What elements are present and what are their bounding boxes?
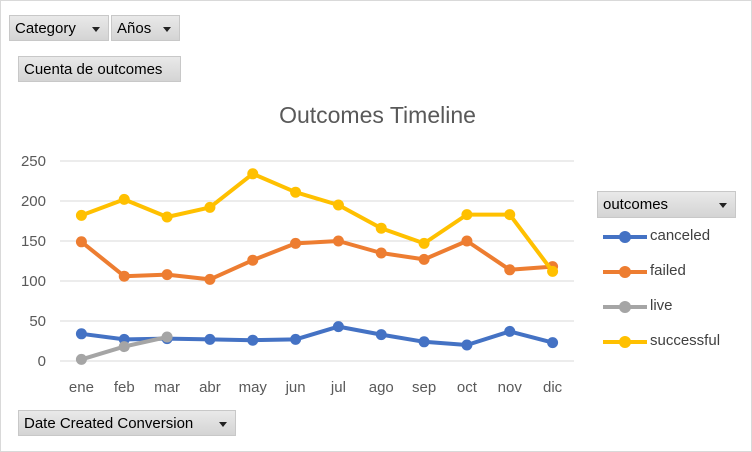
y-tick-label: 150 [21,233,46,250]
years-filter-label: Años [117,20,152,37]
category-filter-button[interactable]: Category [9,15,109,41]
legend-swatch [603,231,647,243]
x-tick-label: mar [154,379,180,396]
legend-label: successful [650,332,721,349]
x-tick-label: nov [498,379,523,396]
x-tick-label: ene [69,379,94,396]
data-point-failed [204,273,216,285]
x-tick-label: jun [285,379,306,396]
data-point-canceled [332,321,344,333]
y-tick-label: 0 [38,353,46,370]
measure-field-label: Cuenta de outcomes [24,61,163,78]
data-point-canceled [247,334,259,346]
x-tick-label: oct [457,379,478,396]
data-point-successful [332,199,344,211]
data-point-failed [461,235,473,247]
data-point-successful [547,265,559,277]
x-tick-label: sep [412,379,436,396]
x-tick-label: may [239,379,268,396]
dropdown-arrow-icon [163,27,171,32]
y-tick-label: 250 [21,153,46,170]
legend-swatch [603,301,647,313]
data-point-successful [504,209,516,221]
data-point-successful [204,201,216,213]
x-tick-label: dic [543,379,563,396]
data-point-failed [247,254,259,266]
data-point-successful [461,209,473,221]
x-tick-label: abr [199,379,221,396]
y-tick-label: 200 [21,193,46,210]
data-point-successful [418,237,430,249]
legend-swatch [603,266,647,278]
legend-label: live [650,297,673,314]
data-point-failed [75,236,87,248]
series-line-successful [79,171,555,274]
dropdown-arrow-icon [219,422,227,427]
data-point-live [161,331,173,343]
dropdown-arrow-icon [719,203,727,208]
data-point-failed [504,264,516,276]
chart-title: Outcomes Timeline [279,102,476,128]
category-filter-label: Category [15,20,76,37]
data-point-canceled [75,328,87,340]
data-point-canceled [290,333,302,345]
data-point-successful [118,193,130,205]
axis-field-label: Date Created Conversion [24,415,194,432]
x-tick-label: ago [369,379,394,396]
legend-field-label: outcomes [603,196,669,213]
data-point-successful [375,222,387,234]
y-tick-label: 50 [29,313,46,330]
data-point-live [75,353,87,365]
data-point-canceled [418,336,430,348]
axis-field-button[interactable]: Date Created Conversion [18,410,236,436]
data-point-failed [290,237,302,249]
data-point-live [118,341,130,353]
data-point-canceled [375,329,387,341]
legend-swatch [603,336,647,348]
data-point-failed [332,235,344,247]
legend-field-button[interactable]: outcomes [597,191,736,218]
data-point-failed [375,247,387,259]
data-point-canceled [461,339,473,351]
data-point-canceled [204,333,216,345]
data-point-canceled [547,337,559,349]
dropdown-arrow-icon [92,27,100,32]
data-point-successful [247,168,259,180]
legend-label: canceled [650,227,711,244]
x-tick-label: feb [114,379,135,396]
years-filter-button[interactable]: Años [111,15,180,41]
data-point-successful [75,209,87,221]
legend-label: failed [650,262,686,279]
x-tick-label: jul [330,379,346,396]
measure-field-button[interactable]: Cuenta de outcomes [18,56,181,82]
data-point-successful [161,211,173,223]
data-point-successful [290,186,302,198]
data-point-failed [418,253,430,265]
data-point-failed [118,270,130,282]
data-point-failed [161,269,173,281]
y-tick-label: 100 [21,273,46,290]
data-point-canceled [504,325,516,337]
series-line-failed [79,239,555,282]
